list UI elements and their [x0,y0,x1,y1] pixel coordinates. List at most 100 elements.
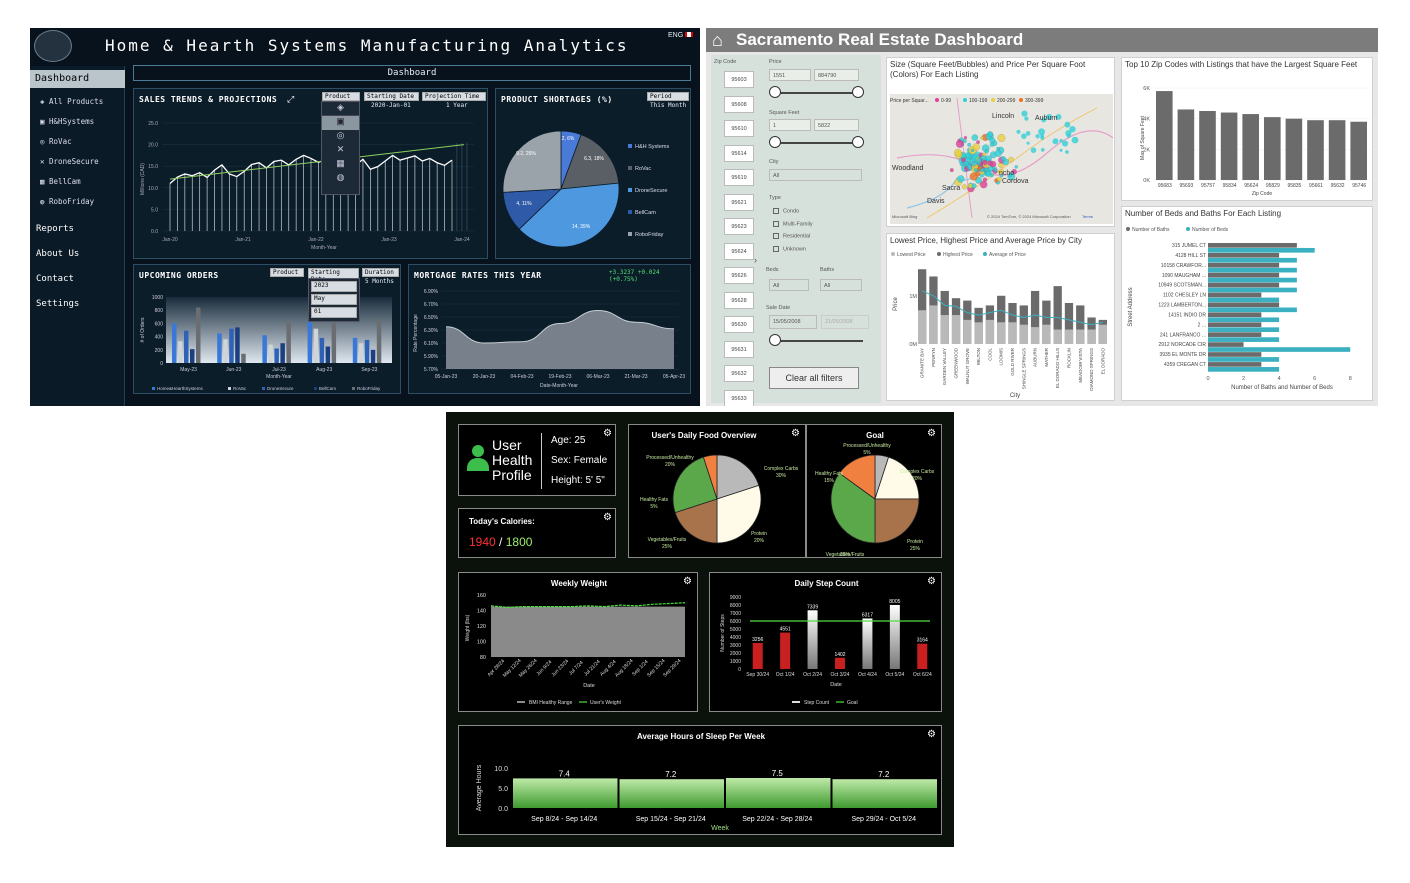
nav-contact[interactable]: Contact [36,274,74,284]
date-slider-min[interactable] [769,334,781,346]
city-label: City [769,159,779,165]
type-option[interactable]: Condo [773,208,799,214]
price-slider-min[interactable] [769,86,781,98]
product-dropdown[interactable]: ◈ ▣ ◎ ✕ ▦ ◍ [321,101,360,195]
projection-select[interactable]: Projection Time [422,92,486,101]
zip-code-option[interactable]: 95623 [724,218,754,235]
day-select[interactable]: 01 [311,307,357,318]
checkbox[interactable] [773,245,779,252]
listing-bubble [1065,130,1072,137]
y-tick: 2000 [730,651,741,657]
zip-code-option[interactable]: 95610 [724,120,754,137]
period-select[interactable]: Period [647,92,689,101]
nav-about[interactable]: About Us [36,249,80,259]
expand-chevron-icon[interactable]: › [754,255,757,265]
zip-code-option[interactable]: 95603 [724,71,754,88]
checkbox[interactable] [773,233,779,239]
duration-select[interactable]: Duration [362,268,399,277]
zip-code-option[interactable]: 95608 [724,95,754,113]
zip-code-option[interactable]: 95619 [724,169,754,186]
settings-gear-icon[interactable]: ⚙ [927,428,936,439]
settings-gear-icon[interactable]: ⚙ [791,428,800,439]
listing-bubble [1046,113,1053,121]
calories-title: Today's Calories: [469,517,535,526]
checkbox[interactable] [773,220,779,227]
price-label: Price [769,59,782,65]
settings-gear-icon[interactable]: ⚙ [603,428,612,439]
hh-systems-icon[interactable]: ▣ [322,116,359,130]
price-slider-max[interactable] [852,86,864,98]
sidebar-product-item[interactable]: ◎ RoVac [40,137,72,146]
listing-bubble [1040,147,1045,152]
x-tick: Jul 7/24 [568,660,585,677]
type-option[interactable]: Unknown [773,245,806,252]
price-min-input[interactable]: 1551 [769,69,811,81]
listing-bubble [967,142,972,147]
start-date-select[interactable]: Starting Date [364,92,419,101]
zip-code-option[interactable]: 95633 [724,389,754,406]
expand-icon[interactable]: ⤢ [287,94,295,104]
date-dropdown[interactable]: 2023 May 01 [308,278,360,322]
nav-dashboard[interactable]: Dashboard [30,70,125,88]
sales-title: SALES TRENDS & PROJECTIONS [139,95,278,104]
baths-select[interactable]: All [820,279,862,291]
zip-code-option[interactable]: 95621 [724,193,754,211]
map[interactable]: Price per Squar... 0-99 100-199 200-299 300-… [887,58,1116,228]
sqft-min-input[interactable]: 1 [769,119,811,131]
type-option[interactable]: Multi-Family [773,220,813,227]
zip-code-option[interactable]: 95630 [724,316,754,333]
shortages-pie: 2, 6% 6.3, 18% 14, 39% 4, 11% 9.2, 26% H&H Sy… [502,130,669,248]
sqft-slider-min[interactable] [769,136,781,148]
year-select[interactable]: 2023 [311,281,357,292]
lowest-price-bar [1098,324,1107,344]
y-tick: 5.90% [424,354,439,360]
sidebar-product-item[interactable]: ✕ DroneSecure [40,157,99,166]
zip-bars-card: Top 10 Zip Codes with Listings that have… [1121,57,1373,201]
zip-code-option[interactable]: 95631 [724,340,754,358]
orders-product-select[interactable]: Product [270,268,304,277]
drone-icon[interactable]: ✕ [336,144,345,154]
baths-bar [1208,302,1280,308]
sqft-slider-max[interactable] [852,136,864,148]
settings-gear-icon[interactable]: ⚙ [683,576,692,587]
goal-title: Goal [866,431,884,440]
zip-code-option[interactable]: 95614 [724,144,754,162]
sleep-value: 7.5 [772,769,784,778]
settings-gear-icon[interactable]: ⚙ [927,576,936,587]
x-tick: 95835 [1287,183,1301,189]
settings-gear-icon[interactable]: ⚙ [603,512,612,523]
sqft-max-input[interactable]: 5822 [814,119,859,131]
language-selector[interactable]: ENG [668,32,694,39]
sidebar-product-item[interactable]: ▣ H&HSystems [40,117,94,126]
zip-code-option[interactable]: 95632 [724,365,754,382]
highest-price-bar [1030,290,1040,344]
sale-date-from[interactable]: 15/05/2008 [769,315,817,329]
sidebar-product-item[interactable]: ◈ All Products [40,97,103,106]
type-option[interactable]: Residential [773,233,810,239]
rovac-icon[interactable]: ◎ [336,130,345,140]
price-max-input[interactable]: 884790 [814,69,859,81]
settings-gear-icon[interactable]: ⚙ [927,729,936,740]
sidebar-product-item[interactable]: ▦ BellCam [40,177,81,186]
sidebar-product-item[interactable]: ◍ RoboFriday [40,197,94,206]
listing-bubble [989,142,994,147]
all-products-icon[interactable]: ◈ [322,102,359,116]
month-select[interactable]: May [311,294,357,305]
robofriday-icon[interactable]: ◍ [336,172,345,182]
highest-price-bar [1076,305,1085,344]
nav-reports[interactable]: Reports [36,224,74,234]
nav-settings[interactable]: Settings [36,299,80,309]
zip-code-option[interactable]: 95624 [724,242,754,260]
bellcam-icon[interactable]: ▦ [336,158,345,168]
clear-filters-button[interactable]: Clear all filters [769,367,859,389]
beds-select[interactable]: All [769,279,809,291]
zip-code-option[interactable]: 95626 [724,267,754,284]
city-select[interactable]: All [769,169,862,181]
listing-bubble [1021,110,1028,117]
legend-label: 100-199 [969,98,988,104]
product-select[interactable]: Product [322,92,360,101]
checkbox[interactable] [773,208,779,214]
sale-date-to[interactable]: 21/05/2008 [821,315,869,329]
x-tick: 95661 [1309,183,1323,189]
zip-code-option[interactable]: 95628 [724,291,754,309]
